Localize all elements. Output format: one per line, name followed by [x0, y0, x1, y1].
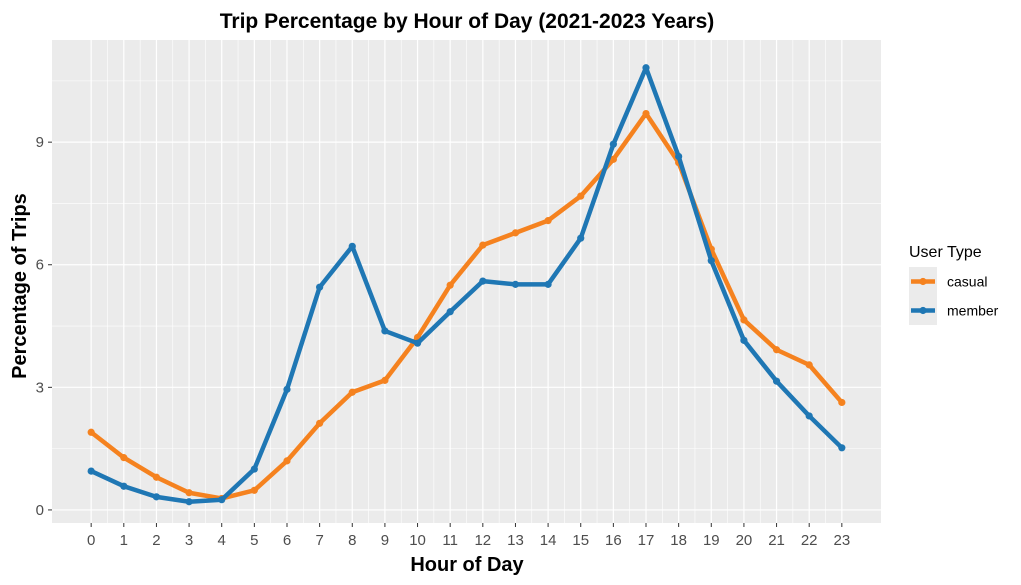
- legend-item-casual: casual: [909, 267, 987, 296]
- data-point-member: [283, 385, 291, 393]
- x-tick-label: 6: [283, 532, 291, 549]
- data-point-member: [772, 377, 781, 385]
- legend-title: User Type: [909, 244, 982, 261]
- grid-major: [52, 40, 881, 523]
- data-point-member: [479, 277, 487, 285]
- x-tick-label: 10: [409, 532, 426, 549]
- data-point-casual: [772, 346, 781, 354]
- data-point-member: [348, 242, 356, 250]
- series-layer: [87, 64, 846, 506]
- x-tick-label: 1: [120, 532, 128, 549]
- data-point-member: [511, 280, 520, 288]
- x-tick-label: 17: [638, 532, 655, 549]
- data-point-member: [577, 234, 585, 242]
- x-tick-label: 23: [833, 532, 850, 549]
- x-tick-label: 13: [507, 532, 524, 549]
- y-tick-label: 9: [36, 134, 44, 151]
- chart-title: Trip Percentage by Hour of Day (2021-202…: [220, 10, 715, 33]
- data-point-casual: [348, 388, 356, 396]
- data-point-member: [707, 257, 715, 265]
- x-tick-label: 7: [315, 532, 323, 549]
- x-tick-label: 3: [185, 532, 193, 549]
- data-point-casual: [609, 155, 617, 163]
- legend-label-casual: casual: [947, 274, 987, 290]
- data-point-casual: [152, 473, 161, 481]
- data-point-member: [185, 498, 193, 506]
- data-point-casual: [283, 457, 291, 465]
- x-tick-label: 19: [703, 532, 720, 549]
- data-point-member: [446, 308, 454, 316]
- x-tick-label: 11: [442, 532, 458, 549]
- x-tick-label: 5: [250, 532, 258, 549]
- data-point-member: [805, 412, 813, 420]
- data-point-casual: [642, 109, 650, 118]
- legend-key-point: [919, 277, 927, 286]
- x-tick-label: 21: [768, 532, 785, 549]
- y-tick-label: 0: [36, 502, 44, 519]
- x-tick-label: 4: [218, 532, 226, 549]
- data-point-casual: [838, 398, 846, 407]
- data-point-casual: [250, 486, 258, 494]
- data-point-member: [413, 339, 422, 347]
- axes: 0 1 2 3 4 5 6 7 8 9 10 11 12 13 14 15 16 17 18 19 20 21 22 2303…: [36, 134, 851, 549]
- data-point-member: [316, 283, 324, 291]
- data-point-member: [152, 493, 161, 501]
- data-point-casual: [446, 281, 454, 289]
- data-point-casual: [805, 361, 813, 369]
- x-tick-label: 16: [605, 532, 622, 549]
- grid-minor: [52, 40, 881, 523]
- data-point-member: [740, 336, 748, 344]
- series-casual: [87, 109, 846, 503]
- data-point-casual: [185, 489, 193, 497]
- x-tick-label: 0: [87, 532, 95, 549]
- legend: User Type casual member: [909, 244, 999, 325]
- data-point-member: [838, 444, 846, 452]
- data-point-member: [87, 467, 95, 475]
- data-point-casual: [120, 454, 128, 462]
- data-point-casual: [316, 419, 324, 427]
- data-point-member: [218, 496, 226, 504]
- x-tick-label: 9: [381, 532, 389, 549]
- x-tick-label: 15: [572, 532, 589, 549]
- y-axis-title: Percentage of Trips: [9, 193, 31, 379]
- x-tick-label: 8: [348, 532, 356, 549]
- data-point-member: [120, 482, 128, 490]
- y-tick-label: 3: [36, 379, 44, 396]
- data-point-casual: [511, 229, 520, 237]
- data-point-member: [675, 152, 683, 161]
- legend-key-point: [919, 306, 927, 315]
- series-line-casual: [88, 111, 845, 501]
- data-point-casual: [544, 217, 552, 225]
- data-point-member: [381, 327, 389, 335]
- x-tick-label: 20: [736, 532, 753, 549]
- x-tick-label: 22: [801, 532, 818, 549]
- x-tick-label: 12: [474, 532, 491, 549]
- x-tick-label: 2: [152, 532, 160, 549]
- y-tick-label: 6: [36, 257, 44, 274]
- x-tick-label: 14: [540, 532, 557, 549]
- data-point-casual: [577, 192, 585, 200]
- data-point-casual: [87, 428, 95, 436]
- data-point-casual: [740, 316, 748, 324]
- data-point-member: [642, 64, 650, 72]
- data-point-member: [609, 140, 617, 148]
- series-member: [87, 64, 846, 506]
- data-point-casual: [381, 376, 389, 384]
- series-line-member: [88, 65, 845, 504]
- legend-item-member: member: [909, 296, 999, 325]
- data-point-casual: [479, 241, 487, 249]
- x-tick-label: 18: [670, 532, 687, 549]
- data-point-member: [544, 280, 552, 288]
- data-point-member: [250, 465, 258, 473]
- legend-label-member: member: [947, 303, 999, 319]
- x-axis-title: Hour of Day: [410, 554, 524, 576]
